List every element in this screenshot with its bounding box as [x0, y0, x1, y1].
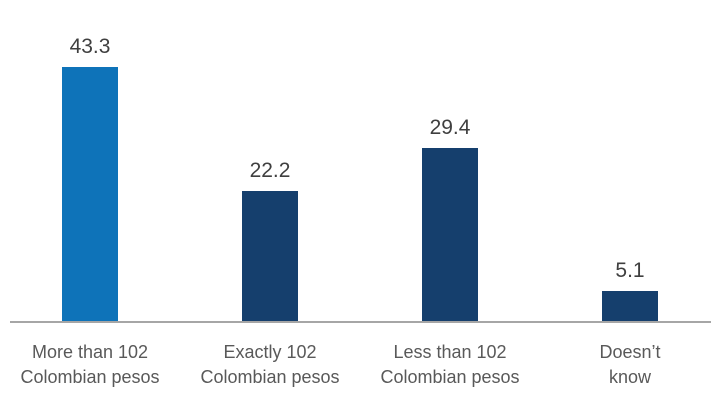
category-label-doesnt-know: Doesn’t know: [599, 342, 661, 387]
bar-less-than-102: [422, 148, 478, 321]
bar-group-more-than-102: 43.3: [0, 35, 180, 321]
bar-doesnt-know: [602, 291, 658, 321]
bar-group-less-than-102: 29.4: [360, 116, 540, 321]
x-axis-line: [10, 321, 711, 323]
bar-more-than-102: [62, 66, 118, 321]
value-label: 43.3: [69, 34, 111, 58]
x-axis-labels: More than 102 Colombian pesos Exactly 10…: [0, 340, 720, 390]
category-label-less-than-102: Less than 102 Colombian pesos: [380, 342, 520, 387]
bar-exactly-102: [242, 190, 298, 321]
category-label-exactly-102: Exactly 102 Colombian pesos: [200, 342, 340, 387]
plot-area: 43.3 22.2 29.4 5.1: [0, 35, 720, 321]
bar-group-doesnt-know: 5.1: [540, 259, 720, 321]
category-label-more-than-102: More than 102 Colombian pesos: [20, 342, 160, 387]
value-label: 5.1: [615, 259, 645, 283]
value-label: 22.2: [249, 158, 291, 182]
value-label: 29.4: [429, 116, 471, 140]
bar-group-exactly-102: 22.2: [180, 159, 360, 321]
